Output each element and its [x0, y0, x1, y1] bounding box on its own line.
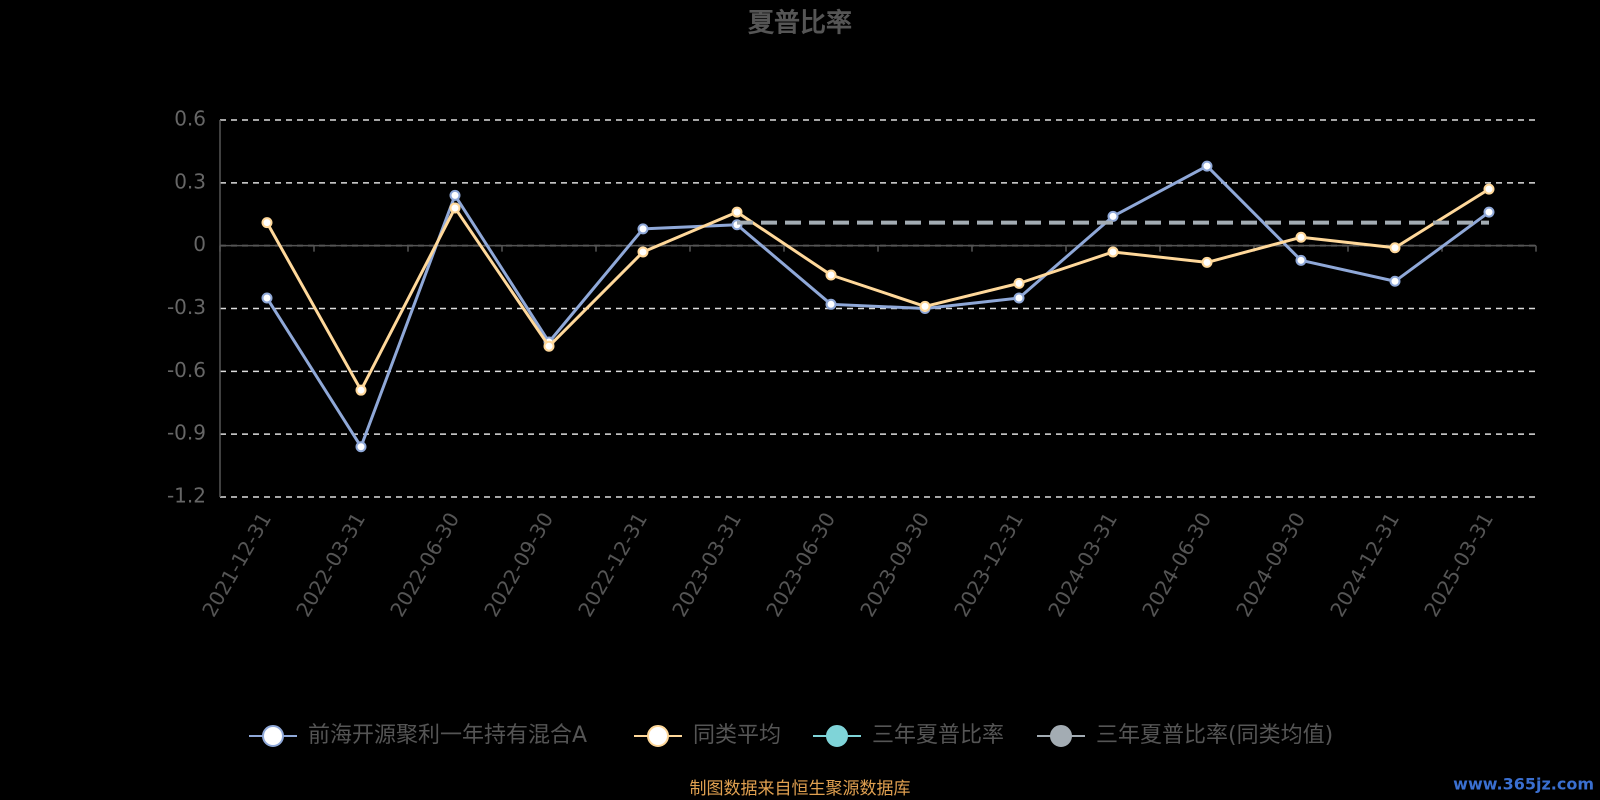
- point: [1483, 183, 1495, 195]
- point: [825, 269, 837, 281]
- point: [1295, 254, 1307, 266]
- y-tick-label: 0: [193, 232, 206, 256]
- point: [1013, 292, 1025, 304]
- source-note: 制图数据来自恒生聚源数据库: [690, 779, 911, 799]
- y-tick-label: -0.6: [167, 358, 206, 382]
- y-tick-label: 0.3: [174, 169, 206, 193]
- legend-marker: [647, 725, 669, 747]
- y-tick-label: -1.2: [167, 484, 206, 508]
- point: [543, 340, 555, 352]
- y-tick-label: 0.6: [174, 107, 206, 131]
- point: [1389, 275, 1401, 287]
- point: [637, 223, 649, 235]
- legend-label: 同类平均: [693, 723, 781, 748]
- point: [637, 246, 649, 258]
- series-line: [265, 187, 1490, 392]
- legend-label: 三年夏普比率: [872, 723, 1004, 748]
- point: [355, 441, 367, 453]
- point: [919, 300, 931, 312]
- point: [731, 206, 743, 218]
- point: [449, 189, 461, 201]
- point: [355, 384, 367, 396]
- legend-label: 前海开源聚利一年持有混合A: [308, 723, 587, 748]
- point: [1295, 231, 1307, 243]
- point: [1013, 277, 1025, 289]
- point: [449, 202, 461, 214]
- legend-marker: [262, 725, 284, 747]
- series-line: [265, 164, 1490, 449]
- watermark: www.365jz.com: [1453, 775, 1594, 794]
- point: [1483, 206, 1495, 218]
- legend-marker: [1050, 725, 1072, 747]
- point: [1201, 256, 1213, 268]
- point: [261, 217, 273, 229]
- point: [825, 298, 837, 310]
- point: [1107, 210, 1119, 222]
- point: [1201, 160, 1213, 172]
- point: [1389, 242, 1401, 254]
- point: [261, 292, 273, 304]
- legend-marker: [826, 725, 848, 747]
- y-tick-label: -0.9: [167, 421, 206, 445]
- legend-label: 三年夏普比率(同类均值): [1096, 723, 1333, 748]
- chart-title: 夏普比率: [748, 8, 852, 39]
- point: [1107, 246, 1119, 258]
- y-tick-label: -0.3: [167, 295, 206, 319]
